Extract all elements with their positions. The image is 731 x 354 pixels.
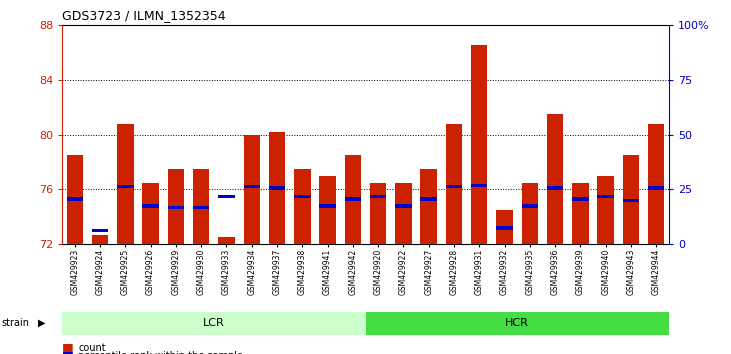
Bar (269, 186, 285, 190)
Bar (294, 195, 311, 198)
Bar (265, 25, 289, 244)
Bar (370, 195, 387, 198)
Bar (193, 206, 209, 209)
Text: percentile rank within the sample: percentile rank within the sample (78, 351, 243, 354)
Bar (618, 25, 643, 244)
Bar (597, 176, 614, 244)
Bar (269, 132, 285, 244)
Bar (366, 25, 391, 244)
Bar (167, 169, 184, 244)
Bar (344, 155, 361, 244)
Bar (319, 176, 336, 244)
Bar (167, 206, 184, 209)
Bar (496, 226, 512, 229)
Bar (442, 25, 466, 244)
Bar (568, 25, 593, 244)
Bar (67, 155, 83, 244)
Text: strain: strain (1, 318, 29, 328)
Bar (219, 195, 235, 198)
Bar (92, 229, 108, 232)
Bar (547, 114, 564, 244)
Text: count: count (78, 343, 106, 353)
Bar (219, 238, 235, 244)
Bar (319, 204, 336, 207)
Bar (492, 25, 517, 244)
Bar (117, 124, 134, 244)
Bar (648, 186, 664, 190)
Bar (471, 45, 488, 244)
Text: ■: ■ (62, 341, 74, 354)
Bar (88, 25, 113, 244)
Bar (446, 185, 462, 188)
Bar (416, 25, 442, 244)
Bar (366, 312, 669, 335)
Bar (289, 25, 315, 244)
Bar (420, 169, 437, 244)
Bar (391, 25, 416, 244)
Bar (117, 185, 134, 188)
Bar (420, 197, 437, 201)
Text: ■: ■ (62, 349, 74, 354)
Bar (67, 197, 83, 201)
Bar (243, 135, 260, 244)
Text: GDS3723 / ILMN_1352354: GDS3723 / ILMN_1352354 (62, 9, 226, 22)
Bar (446, 124, 462, 244)
Bar (547, 186, 564, 190)
Bar (496, 210, 512, 244)
Bar (143, 204, 159, 207)
Bar (143, 183, 159, 244)
Bar (572, 183, 588, 244)
Bar (294, 169, 311, 244)
Bar (213, 25, 239, 244)
Bar (542, 25, 568, 244)
Bar (315, 25, 340, 244)
Bar (623, 199, 639, 202)
Bar (517, 25, 542, 244)
Bar (189, 25, 213, 244)
Bar (522, 183, 538, 244)
Bar (522, 204, 538, 207)
Bar (243, 185, 260, 188)
Text: HCR: HCR (505, 318, 529, 328)
Bar (193, 169, 209, 244)
Bar (92, 235, 108, 244)
Bar (648, 124, 664, 244)
Bar (466, 25, 492, 244)
Bar (370, 183, 387, 244)
Bar (593, 25, 618, 244)
Bar (572, 197, 588, 201)
Bar (344, 197, 361, 201)
Bar (597, 195, 614, 198)
Text: LCR: LCR (203, 318, 224, 328)
Bar (643, 25, 669, 244)
Bar (138, 25, 163, 244)
Bar (62, 25, 88, 244)
Bar (623, 155, 639, 244)
Bar (163, 25, 189, 244)
Bar (395, 183, 412, 244)
Bar (395, 204, 412, 207)
Bar (113, 25, 138, 244)
Bar (62, 312, 366, 335)
Text: ▶: ▶ (38, 318, 45, 328)
Bar (239, 25, 265, 244)
Bar (471, 184, 488, 187)
Bar (340, 25, 366, 244)
